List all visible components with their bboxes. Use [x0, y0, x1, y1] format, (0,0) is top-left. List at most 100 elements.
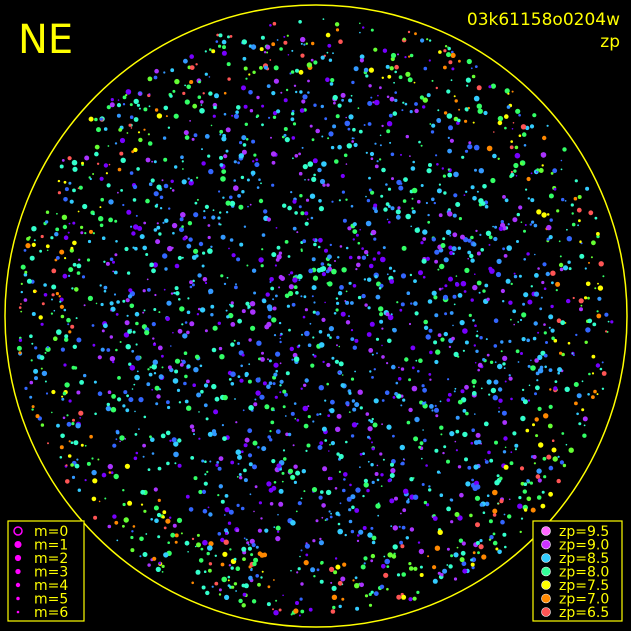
star: [374, 99, 380, 106]
star: [422, 229, 428, 235]
star: [453, 193, 458, 198]
star: [266, 384, 271, 390]
star: [193, 248, 199, 254]
image-id: 03k61158o0204w: [467, 10, 620, 30]
star: [195, 254, 199, 258]
star: [530, 365, 536, 371]
star: [502, 300, 505, 303]
star: [153, 228, 158, 232]
star: [566, 236, 572, 242]
star: [131, 388, 134, 390]
star: [207, 248, 213, 254]
star: [471, 566, 475, 570]
star: [279, 362, 282, 365]
star: [288, 328, 291, 332]
star: [143, 221, 147, 225]
star: [124, 246, 129, 252]
star: [352, 137, 355, 140]
star: [439, 400, 442, 403]
star: [441, 287, 444, 290]
star: [513, 162, 519, 169]
star: [390, 206, 395, 211]
star: [410, 225, 413, 228]
star: [105, 172, 108, 175]
star: [268, 359, 272, 363]
star: [225, 211, 229, 214]
star: [108, 163, 111, 166]
star: [391, 554, 397, 559]
zp-legend: zp=9.5zp=9.0zp=8.5zp=8.0zp=7.5zp=7.0zp=6…: [541, 524, 609, 621]
star: [571, 212, 574, 215]
star: [225, 200, 231, 206]
star: [110, 309, 112, 312]
star: [450, 79, 453, 82]
star: [579, 241, 582, 244]
star: [512, 309, 517, 314]
star: [470, 558, 474, 562]
star: [204, 281, 208, 285]
star: [350, 329, 354, 332]
star: [407, 30, 411, 34]
star: [59, 304, 64, 309]
star: [271, 160, 276, 165]
star: [114, 253, 118, 257]
star: [530, 359, 532, 362]
star: [73, 366, 78, 370]
star: [453, 95, 456, 98]
star: [475, 349, 479, 353]
star: [448, 125, 453, 131]
star: [229, 35, 233, 38]
star: [50, 236, 54, 240]
star: [172, 331, 174, 334]
star: [390, 525, 393, 527]
star: [237, 194, 242, 198]
star: [498, 410, 500, 413]
star: [512, 122, 515, 124]
star: [543, 413, 549, 419]
star: [92, 213, 95, 216]
star: [588, 372, 591, 376]
star: [610, 320, 614, 324]
star: [542, 135, 547, 141]
star: [276, 245, 281, 250]
star: [578, 298, 584, 304]
star: [198, 80, 201, 84]
magnitude-symbol: [15, 568, 21, 575]
star: [329, 82, 334, 86]
star: [270, 136, 272, 139]
star: [431, 237, 436, 242]
star: [418, 445, 422, 449]
star: [122, 489, 125, 492]
star: [248, 575, 253, 581]
star: [307, 405, 310, 408]
star: [123, 390, 128, 395]
star: [446, 459, 450, 464]
star: [485, 230, 492, 236]
star: [128, 288, 133, 293]
star: [366, 198, 371, 203]
star: [366, 254, 369, 257]
star: [398, 185, 404, 191]
star: [552, 168, 558, 174]
star: [216, 461, 220, 464]
zp-label: zp=7.5: [559, 578, 609, 594]
star: [300, 211, 305, 216]
star: [422, 97, 428, 103]
star: [366, 332, 372, 337]
star: [482, 184, 487, 189]
star: [378, 286, 382, 290]
star: [549, 388, 552, 391]
star: [193, 212, 199, 218]
star: [92, 343, 96, 347]
star: [345, 246, 349, 250]
star: [306, 443, 311, 448]
star: [290, 520, 296, 526]
star: [171, 222, 178, 229]
star: [109, 102, 115, 108]
star: [313, 575, 316, 578]
star: [318, 206, 324, 212]
star: [340, 92, 346, 98]
star: [240, 175, 245, 180]
star: [261, 248, 264, 251]
star: [446, 398, 451, 402]
